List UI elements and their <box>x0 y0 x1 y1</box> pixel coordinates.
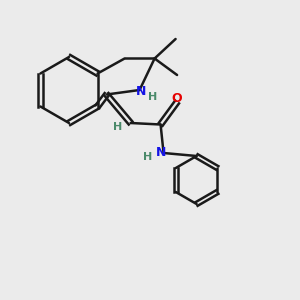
Text: H: H <box>148 92 157 102</box>
Text: O: O <box>172 92 182 106</box>
Text: N: N <box>155 146 166 160</box>
Text: H: H <box>143 152 153 163</box>
Text: N: N <box>136 85 146 98</box>
Text: H: H <box>113 122 123 133</box>
